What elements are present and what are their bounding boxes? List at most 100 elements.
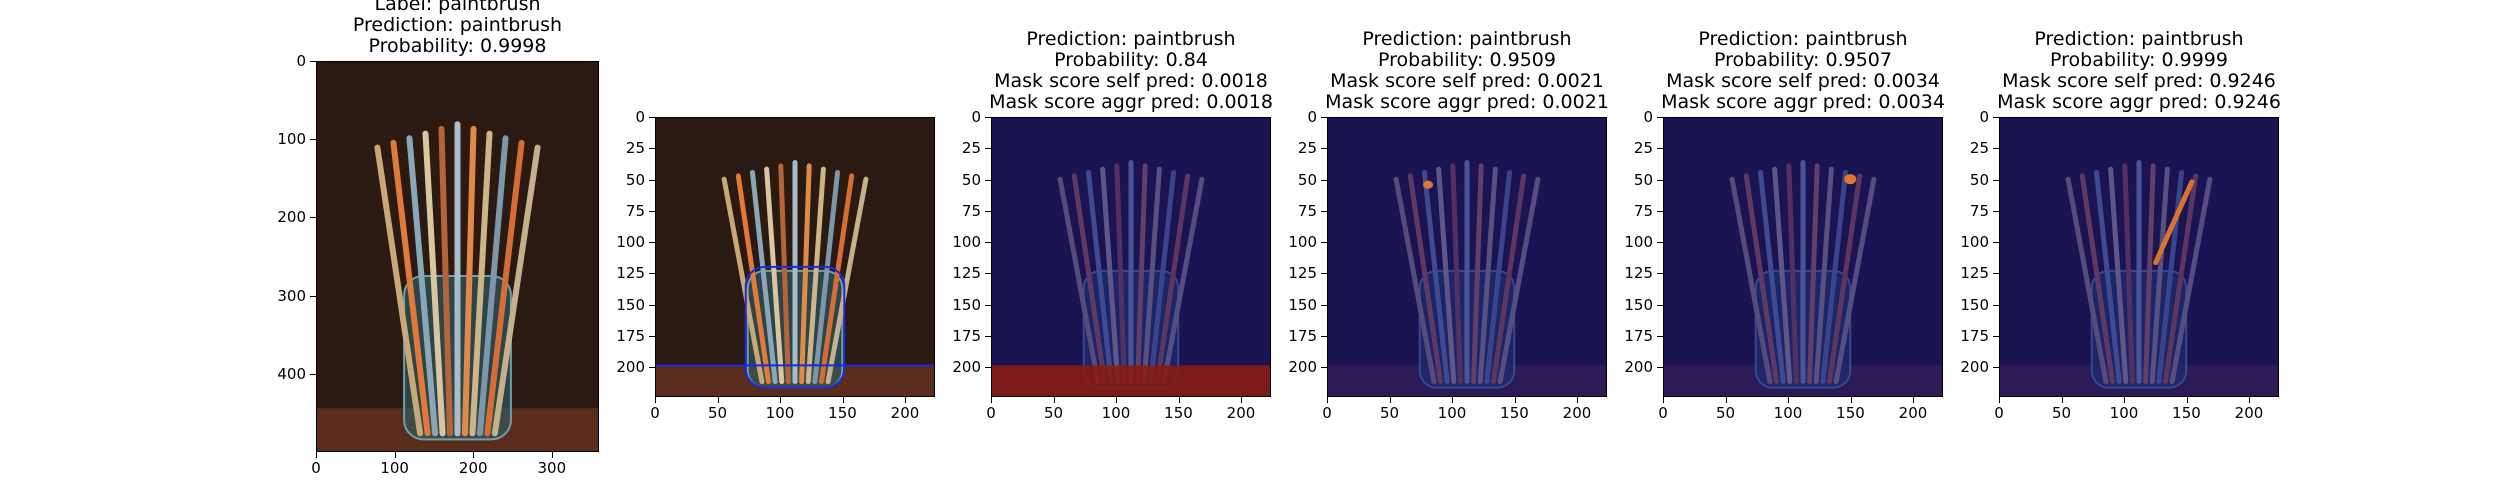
x-tick xyxy=(1053,397,1055,403)
paintbrush xyxy=(805,166,826,385)
x-tick xyxy=(717,397,719,403)
paintbrush xyxy=(461,125,477,437)
paintbrush xyxy=(721,176,765,385)
y-tick-label: 200 xyxy=(1960,358,1989,376)
y-tick-label: 150 xyxy=(952,295,981,314)
y-tick-label: 175 xyxy=(1288,326,1317,345)
paintbrush xyxy=(764,166,785,385)
y-tick-label: 200 xyxy=(277,208,306,227)
paintbrush xyxy=(438,125,454,437)
title-line: Mask score aggr pred: 0.0018 xyxy=(989,91,1273,113)
x-tick xyxy=(1178,397,1180,403)
y-tick xyxy=(1657,148,1663,150)
x-tick-label: 100 xyxy=(1773,404,1803,422)
title-line: Probability: 0.9998 xyxy=(368,35,547,57)
title-line: Prediction: paintbrush xyxy=(352,14,563,36)
heatmap-hot-region xyxy=(1423,180,1434,189)
x-tick xyxy=(780,397,781,403)
x-tick xyxy=(1663,397,1664,403)
y-tick xyxy=(985,117,991,118)
x-tick-label: 200 xyxy=(1562,404,1592,422)
y-tick xyxy=(1657,367,1663,368)
y-tick-label: 75 xyxy=(625,201,645,220)
x-tick-label: 200 xyxy=(1898,404,1928,422)
panel-title: Label: paintbrush Prediction: paintbrush P… xyxy=(258,0,658,57)
y-tick xyxy=(1321,273,1327,275)
x-tick-label: 0 xyxy=(1994,404,2004,422)
paintbrush xyxy=(476,135,509,437)
y-tick-label: 25 xyxy=(961,139,981,158)
y-tick xyxy=(310,373,316,375)
paintbrush xyxy=(749,169,778,385)
paintbrush xyxy=(735,173,772,385)
y-tick xyxy=(1993,148,1999,150)
y-tick xyxy=(1993,335,1999,337)
y-tick xyxy=(649,367,655,368)
x-tick xyxy=(1241,397,1242,403)
x-tick xyxy=(1999,397,2000,403)
y-tick-label: 25 xyxy=(1633,139,1653,158)
y-tick xyxy=(985,148,991,150)
y-tick xyxy=(649,242,655,243)
paintbrush xyxy=(825,176,869,385)
x-tick xyxy=(2249,397,2250,403)
y-tick-label: 75 xyxy=(1633,201,1653,220)
y-tick-label: 400 xyxy=(277,364,306,383)
y-tick xyxy=(1993,179,1999,181)
y-tick-label: 125 xyxy=(952,264,981,283)
x-tick-label: 150 xyxy=(2172,404,2201,422)
y-tick xyxy=(985,335,991,337)
paintbrush xyxy=(799,163,812,385)
y-tick xyxy=(1657,335,1663,337)
y-tick xyxy=(310,139,316,141)
x-tick xyxy=(1577,397,1578,403)
panel-title: Prediction: paintbrush Probability: 0.84 M… xyxy=(931,29,1331,113)
x-tick-label: 100 xyxy=(765,404,795,422)
y-tick-label: 150 xyxy=(1288,295,1317,314)
image xyxy=(1664,118,1942,396)
y-tick xyxy=(649,273,655,275)
y-tick xyxy=(649,148,655,150)
x-tick-label: 200 xyxy=(2234,404,2264,422)
x-tick-label: 100 xyxy=(380,459,409,477)
x-tick-label: 150 xyxy=(1836,404,1865,422)
x-tick-label: 50 xyxy=(2051,404,2072,422)
x-tick-label: 0 xyxy=(986,404,996,422)
y-tick-label: 50 xyxy=(1297,170,1317,189)
y-tick xyxy=(649,210,655,212)
y-tick-label: 125 xyxy=(616,264,645,283)
paintbrush xyxy=(778,163,791,385)
paintbrush xyxy=(818,173,855,385)
y-tick-label: 200 xyxy=(1288,358,1317,376)
y-tick xyxy=(649,117,655,118)
y-tick xyxy=(985,304,991,306)
y-tick-label: 200 xyxy=(952,358,981,376)
title-line: Mask score aggr pred: 0.0021 xyxy=(1325,91,1609,113)
paintbrush xyxy=(390,139,431,437)
image-axes xyxy=(655,117,935,397)
heatmap-hot-region xyxy=(2153,179,2195,266)
y-tick-label: 125 xyxy=(1624,264,1653,283)
title-line: Prediction: paintbrush xyxy=(2034,28,2244,50)
paintbrush xyxy=(406,135,439,437)
y-tick xyxy=(310,217,316,219)
y-tick xyxy=(1321,117,1327,118)
y-tick xyxy=(310,61,316,62)
y-tick xyxy=(310,295,316,297)
x-tick-label: 150 xyxy=(1500,404,1529,422)
title-line: Probability: 0.9507 xyxy=(1714,49,1892,71)
image xyxy=(317,62,598,451)
y-tick-label: 125 xyxy=(1288,264,1317,283)
y-tick-label: 300 xyxy=(277,286,306,305)
paintbrush xyxy=(484,139,525,437)
y-tick xyxy=(1657,242,1663,243)
y-tick xyxy=(649,335,655,337)
y-tick xyxy=(1321,179,1327,181)
title-line: Mask score self pred: 0.0018 xyxy=(994,70,1268,92)
y-tick-label: 0 xyxy=(296,52,306,70)
title-line: Probability: 0.9999 xyxy=(2050,49,2228,71)
panel-title: Prediction: paintbrush Probability: 0.950… xyxy=(1603,29,2003,113)
x-tick-label: 100 xyxy=(1437,404,1467,422)
x-tick xyxy=(1514,397,1516,403)
x-tick-label: 0 xyxy=(1658,404,1668,422)
